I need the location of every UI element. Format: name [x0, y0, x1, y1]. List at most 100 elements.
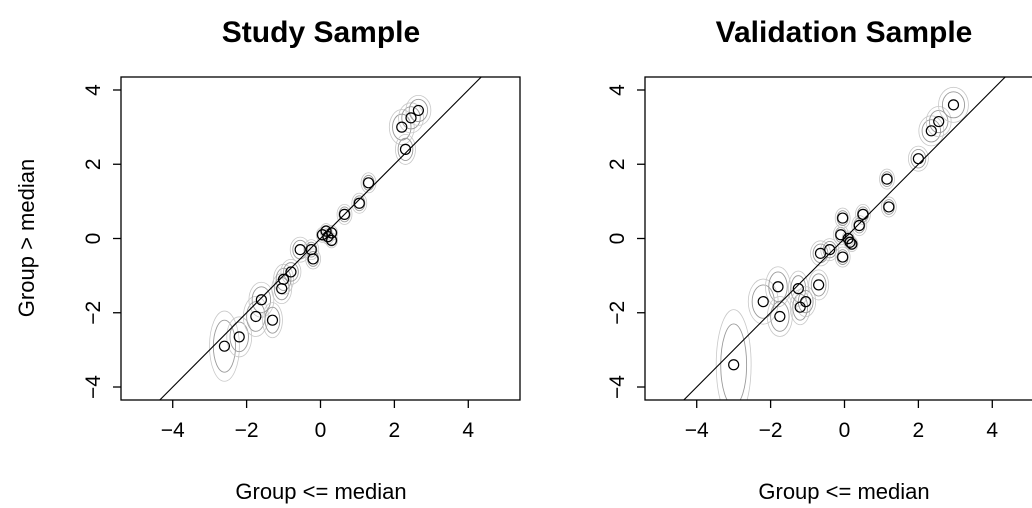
- validation-sample-point-1: [757, 296, 769, 308]
- study-sample-outer-ellipse-16: [336, 203, 353, 225]
- validation-sample-outer-ellipse-23: [938, 86, 969, 123]
- validation-sample-point-11: [837, 212, 849, 224]
- validation-sample-outer-ellipse-19: [880, 196, 897, 218]
- validation-sample-ytick-label-3: 2: [606, 158, 629, 170]
- study-sample-point-7: [285, 266, 297, 278]
- study-sample-point-13: [322, 231, 334, 243]
- study-sample-ellipse-7: [283, 262, 299, 282]
- validation-sample-point-17: [857, 208, 869, 220]
- study-sample-ytick-label-0: −4: [82, 375, 105, 399]
- validation-sample-ellipse-1: [751, 284, 775, 319]
- validation-sample-ytick-label-4: 4: [606, 84, 629, 96]
- validation-sample-point-6: [800, 296, 812, 308]
- study-sample-ellipse-6: [275, 267, 292, 291]
- study-sample-ellipse-21: [401, 106, 421, 130]
- validation-sample-outer-ellipse-0: [715, 309, 752, 400]
- validation-sample-outer-ellipse-7: [808, 269, 830, 301]
- validation-sample-point-22: [933, 115, 945, 128]
- validation-sample-outer-ellipse-2: [765, 266, 791, 308]
- study-sample-outer-ellipse-1: [226, 316, 253, 358]
- study-sample-outer-ellipse-17: [351, 192, 368, 214]
- validation-sample-ellipse-3: [770, 301, 790, 332]
- validation-sample-ellipse-6: [797, 290, 814, 314]
- validation-sample-xtick-label-3: 2: [913, 419, 925, 442]
- validation-sample-outer-ellipse-16: [851, 215, 868, 236]
- study-sample-outer-ellipse-20: [395, 133, 416, 165]
- validation-sample-point-7: [813, 279, 825, 291]
- study-sample-point-20: [399, 143, 412, 155]
- study-sample-point-0: [218, 340, 231, 352]
- study-sample-outer-ellipse-21: [398, 102, 424, 134]
- validation-sample-ellipse-23: [941, 91, 966, 119]
- study-sample-outer-ellipse-19: [388, 109, 415, 146]
- validation-sample-outer-ellipse-11: [834, 207, 851, 229]
- validation-sample-point-2: [772, 281, 784, 293]
- validation-sample-point-15: [846, 238, 858, 250]
- study-sample-outer-ellipse-22: [405, 94, 432, 126]
- validation-sample-reference-line: [683, 77, 1006, 400]
- study-sample-outer-ellipse-10: [305, 248, 321, 270]
- validation-sample-xlabel: Group <= median: [758, 479, 929, 504]
- study-sample-point-10: [307, 253, 319, 265]
- study-sample-ellipse-4: [264, 306, 281, 334]
- validation-sample-ytick-label-1: −2: [606, 301, 629, 325]
- study-sample-point-6: [277, 273, 290, 285]
- study-sample-ytick-label-1: −2: [82, 301, 105, 325]
- study-sample-point-12: [320, 225, 332, 237]
- validation-sample-outer-ellipse-17: [855, 203, 871, 225]
- study-sample-point-14: [325, 227, 338, 239]
- validation-sample-point-18: [881, 173, 893, 185]
- study-sample-outer-ellipse-6: [273, 263, 294, 295]
- validation-sample-outer-ellipse-6: [795, 286, 817, 318]
- study-sample-point-21: [405, 112, 417, 124]
- study-sample-panel: Study Sample Group <= median Group > med…: [14, 16, 521, 504]
- validation-sample-point-12: [837, 251, 849, 263]
- study-sample-plot-area: −4 −2 0 2 4 −4 −2 0 2 4: [82, 76, 521, 442]
- validation-sample-point-19: [883, 201, 895, 213]
- validation-sample-xtick-label-2: 0: [839, 419, 851, 442]
- validation-sample-point-23: [947, 99, 960, 111]
- study-sample-outer-ellipse-9: [303, 239, 320, 261]
- validation-sample-panel: Validation Sample Group <= median −4 −2 0 2…: [606, 16, 1032, 504]
- validation-sample-outer-ellipse-9: [820, 238, 840, 262]
- study-sample-ytick-label-3: 2: [82, 158, 105, 170]
- validation-sample-xtick-label-0: −4: [685, 419, 709, 442]
- study-sample-xtick-label-4: 4: [462, 419, 474, 442]
- study-sample-outer-ellipse-7: [280, 258, 302, 285]
- study-sample-point-1: [233, 331, 245, 343]
- validation-sample-point-8: [814, 247, 827, 259]
- study-sample-outer-ellipse-4: [262, 302, 283, 339]
- study-sample-ytick-label-4: 4: [82, 84, 105, 96]
- study-sample-point-18: [362, 177, 375, 189]
- validation-sample-point-3: [774, 310, 786, 323]
- study-sample-outer-ellipse-3: [248, 281, 275, 318]
- study-sample-point-8: [294, 244, 306, 256]
- validation-sample-ellipse-7: [810, 273, 827, 297]
- validation-sample-outer-ellipse-12: [834, 246, 851, 268]
- validation-sample-ytick-label-0: −4: [606, 375, 629, 399]
- study-sample-xtick-label-0: −4: [161, 419, 185, 442]
- validation-sample-point-20: [912, 153, 924, 165]
- study-sample-point-4: [266, 314, 279, 326]
- validation-sample-title: Validation Sample: [716, 16, 973, 49]
- study-sample-xlabel: Group <= median: [235, 479, 406, 504]
- study-sample-ellipse-22: [408, 98, 429, 123]
- study-sample-outer-ellipse-0: [209, 310, 240, 382]
- validation-sample-xtick-label-4: 4: [986, 419, 998, 442]
- validation-sample-plot-area: −4 −2 0 2 4 −4 −2 0 2 4: [606, 76, 1032, 442]
- study-sample-point-5: [276, 283, 288, 295]
- validation-sample-ellipse-21: [921, 119, 942, 143]
- study-sample-point-2: [250, 310, 262, 323]
- study-sample-xtick-label-3: 2: [389, 419, 401, 442]
- study-sample-point-17: [353, 197, 365, 209]
- study-sample-point-3: [255, 294, 267, 306]
- validation-sample-xtick-label-1: −2: [759, 419, 783, 442]
- study-sample-xtick-label-2: 0: [315, 419, 327, 442]
- study-sample-ellipse-20: [397, 137, 414, 161]
- study-sample-title: Study Sample: [222, 16, 420, 49]
- validation-sample-outer-ellipse-22: [925, 106, 952, 137]
- validation-sample-outer-ellipse-3: [766, 296, 793, 337]
- validation-sample-point-0: [728, 359, 740, 371]
- study-sample-reference-line: [159, 77, 482, 400]
